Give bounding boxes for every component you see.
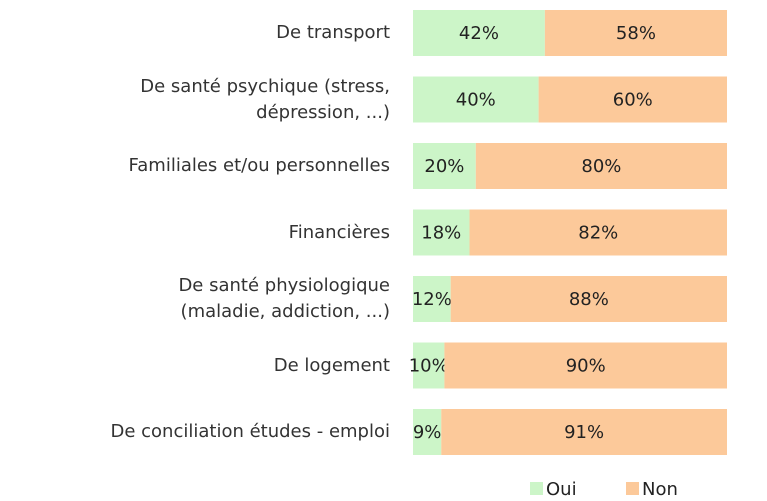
value-label: 58%: [616, 23, 656, 44]
bar-segment: [450, 276, 727, 322]
legend-label: Oui: [546, 479, 577, 500]
bar-segment: [441, 409, 727, 455]
value-label: 60%: [613, 90, 653, 111]
category-label: De transport: [276, 22, 390, 43]
category-label: De santé psychique (stress, dépression, …: [140, 75, 390, 123]
bar-segment: [413, 10, 545, 56]
value-label: 40%: [456, 90, 496, 111]
value-label: 82%: [578, 223, 618, 244]
value-label: 20%: [424, 156, 464, 177]
category-label: Familiales et/ou personnelles: [128, 155, 390, 176]
bar-segment: [413, 276, 451, 322]
bar-segment: [469, 209, 727, 256]
value-label: 12%: [412, 289, 452, 310]
value-label: 9%: [413, 422, 442, 443]
bar-segment: [413, 409, 442, 455]
value-label: 91%: [564, 422, 604, 443]
bar-segment: [413, 342, 445, 389]
category-label: De logement: [273, 354, 390, 376]
legend-swatch: [626, 482, 639, 495]
legend-label: Non: [642, 479, 678, 500]
value-label: 80%: [581, 156, 621, 177]
bar-segment: [538, 76, 727, 123]
legend-swatch: [530, 482, 543, 495]
value-label: 10%: [409, 356, 449, 377]
bar-segment: [475, 143, 727, 189]
bar-segment: [413, 76, 539, 123]
bar-segment: [444, 342, 727, 389]
bar-segment: [413, 143, 476, 189]
category-label: De conciliation études - emploi: [110, 421, 390, 442]
category-label: Financières: [288, 221, 390, 243]
value-label: 42%: [459, 23, 499, 44]
value-label: 88%: [569, 289, 609, 310]
value-label: 18%: [421, 223, 461, 244]
bar-segment: [413, 209, 470, 256]
category-label: De santé physiologique (maladie, addicti…: [178, 275, 390, 322]
bar-segment: [544, 10, 727, 56]
value-label: 90%: [566, 356, 606, 377]
